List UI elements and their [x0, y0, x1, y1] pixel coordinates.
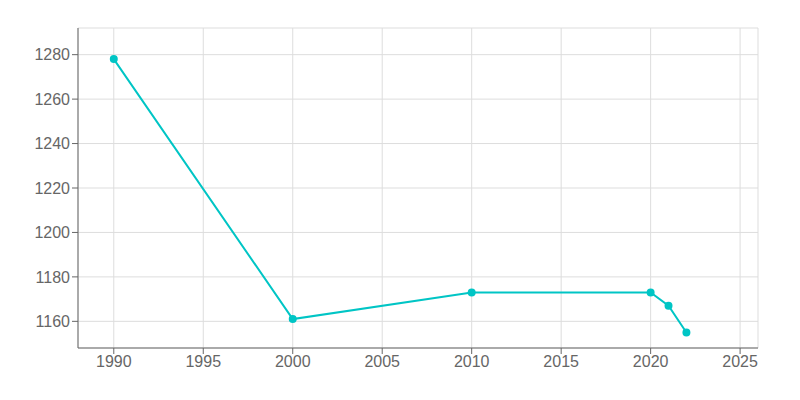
svg-text:2000: 2000 — [275, 353, 311, 370]
svg-text:2025: 2025 — [722, 353, 758, 370]
svg-text:1995: 1995 — [185, 353, 221, 370]
svg-text:1200: 1200 — [34, 224, 70, 241]
svg-text:2020: 2020 — [633, 353, 669, 370]
svg-text:1280: 1280 — [34, 46, 70, 63]
svg-text:1220: 1220 — [34, 180, 70, 197]
svg-text:1160: 1160 — [36, 313, 71, 330]
svg-text:2015: 2015 — [543, 353, 579, 370]
svg-text:2005: 2005 — [364, 353, 400, 370]
svg-text:1260: 1260 — [34, 91, 70, 108]
svg-text:2010: 2010 — [454, 353, 490, 370]
svg-text:1180: 1180 — [36, 269, 71, 286]
svg-text:1240: 1240 — [34, 135, 70, 152]
svg-text:1990: 1990 — [96, 353, 132, 370]
